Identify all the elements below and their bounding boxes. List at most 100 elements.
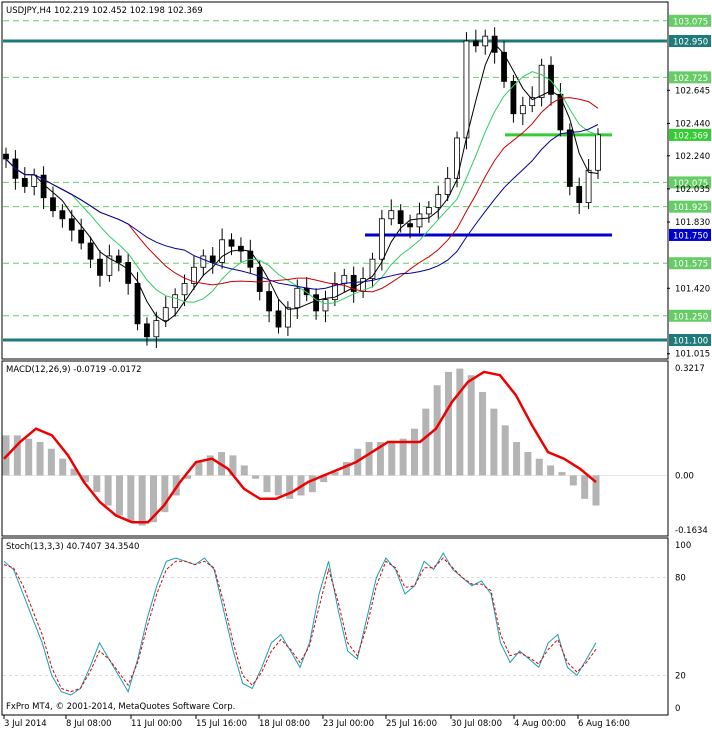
price-tag-label: 102.950 [673, 38, 708, 48]
x-tick-label: 15 Jul 16:00 [196, 719, 247, 729]
candle-body [153, 320, 160, 338]
candle-body [538, 64, 545, 98]
candle-body [219, 239, 226, 263]
price-tag-label: 101.750 [673, 231, 708, 241]
symbol-header: USDJPY,H4 102.219 102.452 102.198 102.36… [6, 6, 203, 16]
candle-body [463, 40, 470, 139]
macd-panel[interactable] [1, 360, 669, 537]
candle-body [444, 177, 451, 195]
macd-bar [558, 472, 566, 476]
macd-bar [308, 475, 316, 493]
macd-bar [47, 448, 55, 476]
price-tag [669, 200, 711, 213]
macd-header: MACD(12,26,9) -0.0719 -0.0172 [6, 365, 142, 375]
macd-bar [399, 438, 407, 476]
candle-body [125, 262, 132, 284]
macd-bar [161, 475, 169, 513]
y-tick-label: 102.440 [675, 119, 710, 129]
candle-body [172, 294, 179, 309]
macd-tick-label: -0.1634 [675, 526, 708, 536]
candle-body [3, 153, 9, 160]
macd-bar [36, 442, 44, 476]
macd-bar [93, 475, 101, 493]
price-tag [669, 128, 711, 141]
candle-body [341, 274, 348, 284]
macd-bar [547, 465, 555, 476]
x-tick-label: 23 Jul 00:00 [323, 719, 374, 729]
y-tick-label: 102.035 [675, 185, 710, 195]
candle-body [209, 255, 216, 263]
price-tag-label: 101.100 [673, 337, 708, 347]
candle-body [21, 177, 28, 187]
candle-body [435, 194, 442, 208]
price-tag [669, 176, 711, 189]
y-tick-label: 102.645 [675, 86, 710, 96]
candle-body [576, 186, 583, 204]
y-tick-label: 102.240 [675, 152, 710, 162]
candle-body [87, 242, 94, 260]
candle-body [322, 299, 329, 312]
price-tag-label: 103.075 [673, 17, 708, 27]
macd-bar [195, 462, 203, 476]
macd-bar [422, 408, 430, 476]
candle-body [369, 258, 376, 279]
macd-bar [25, 438, 33, 476]
macd-bar [433, 385, 441, 476]
x-tick-label: 11 Jul 00:00 [131, 719, 182, 729]
candle-body [78, 229, 85, 244]
candle-body [519, 105, 526, 115]
candle-body [275, 310, 282, 328]
price-tag [669, 35, 711, 47]
ma-line [5, 42, 599, 323]
candle-body [397, 210, 404, 225]
candle-body [548, 64, 554, 95]
ma-line [5, 124, 599, 290]
macd-bar [467, 375, 475, 476]
price-tag [669, 228, 711, 241]
price-tag [669, 257, 711, 270]
macd-bar [365, 442, 373, 476]
macd-signal-line [3, 370, 597, 524]
candle-body [200, 255, 207, 268]
candle-body [350, 274, 357, 292]
price-tag-label: 102.725 [673, 74, 708, 84]
candle-body [285, 307, 291, 328]
macd-bar [286, 475, 294, 499]
macd-bar [172, 475, 180, 496]
macd-bar [581, 475, 589, 499]
macd-bar [252, 475, 260, 479]
x-tick-label: 6 Aug 16:00 [578, 719, 630, 729]
candle-body [510, 81, 517, 115]
ma-line [5, 71, 599, 305]
candle-body [388, 210, 395, 220]
macd-bar [388, 442, 396, 476]
y-tick-label: 101.420 [675, 284, 710, 294]
price-tag-label: 101.250 [673, 312, 708, 322]
candle-body [181, 283, 188, 296]
macd-bar [376, 442, 384, 476]
macd-bar [206, 455, 214, 476]
macd-bar [70, 468, 78, 476]
macd-bar [445, 371, 452, 476]
candle-body [106, 255, 113, 276]
macd-bar [150, 475, 157, 523]
candle-body [425, 207, 432, 215]
candle-body [472, 40, 479, 47]
stoch-panel[interactable] [1, 537, 669, 716]
candle-body [407, 223, 413, 228]
stoch-header: Stoch(13,3,3) 40.7407 34.3540 [6, 542, 139, 552]
stoch-main-line [3, 552, 597, 696]
x-tick-label: 18 Jul 08:00 [259, 719, 310, 729]
stoch-signal-line [3, 557, 597, 693]
candle-body [557, 93, 564, 131]
stoch-tick-label: 100 [675, 541, 691, 551]
macd-bar [479, 391, 487, 476]
macd-bar [104, 475, 112, 506]
x-tick-label: 8 Jul 08:00 [66, 719, 112, 729]
macd-bar [410, 428, 418, 476]
copyright-text: FxPro MT4, © 2001-2014, MetaQuotes Softw… [6, 702, 235, 712]
candle-body [595, 134, 601, 171]
price-tag-label: 102.075 [673, 179, 708, 189]
candle-body [238, 245, 244, 252]
macd-bar [229, 455, 237, 476]
